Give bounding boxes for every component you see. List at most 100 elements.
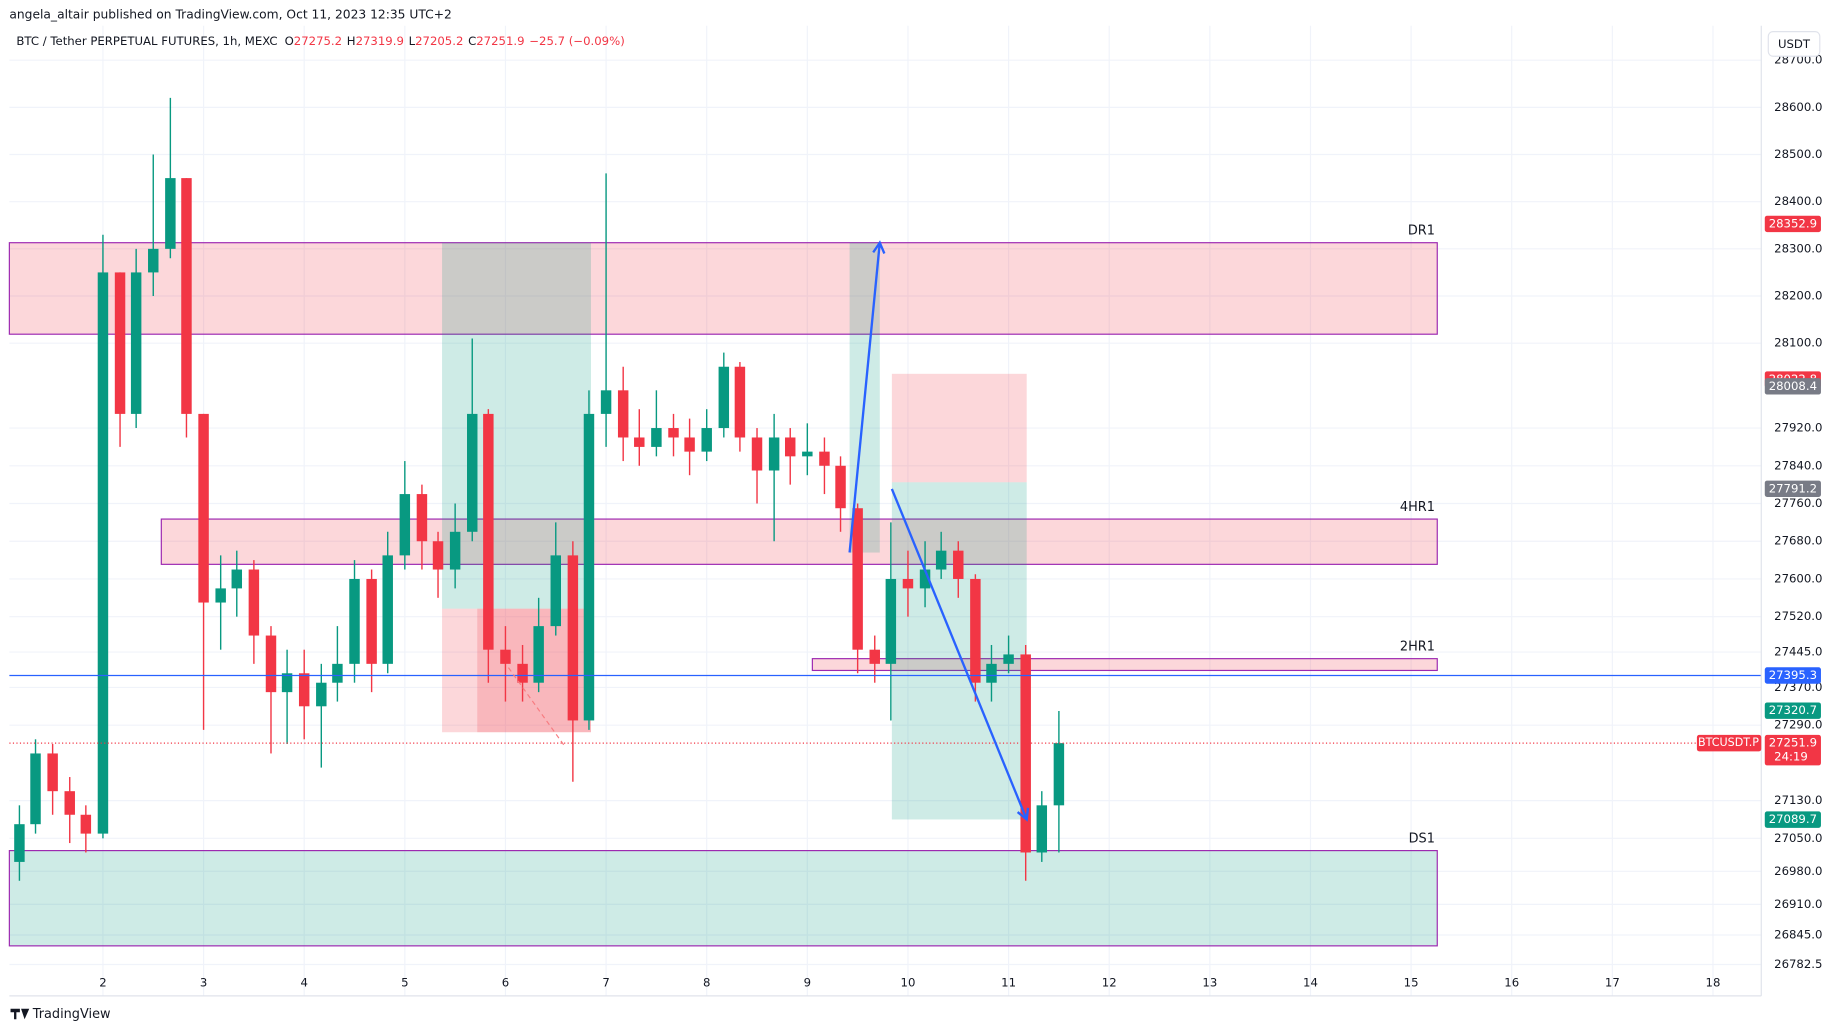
candle-body <box>784 437 796 457</box>
x-tick-label: 12 <box>1102 975 1117 989</box>
candle-body <box>935 550 947 570</box>
y-tick-label: 26910.0 <box>1774 897 1822 911</box>
candle-body <box>416 494 428 542</box>
candle-body <box>181 178 192 414</box>
x-tick-label: 18 <box>1706 975 1721 989</box>
overlay <box>9 240 1762 822</box>
y-tick-label: 28500.0 <box>1774 147 1822 161</box>
change: −25.7 (−0.09%) <box>529 34 625 48</box>
x-tick-label: 14 <box>1303 975 1318 989</box>
y-tick-label: 27600.0 <box>1774 571 1822 585</box>
candle-body <box>130 272 142 414</box>
price-badge <box>1764 667 1821 684</box>
candle-body <box>684 437 695 452</box>
candle-body <box>366 578 377 664</box>
y-tick-label: 27445.0 <box>1774 645 1822 659</box>
logo-icon <box>10 1008 30 1020</box>
candle-body <box>449 531 461 570</box>
y-tick-label: 27130.0 <box>1774 793 1822 807</box>
x-tick-label: 4 <box>300 975 307 989</box>
price-badge <box>1764 215 1821 233</box>
position-box <box>442 242 591 609</box>
candle-body <box>198 413 209 603</box>
y-tick-label: 28100.0 <box>1774 336 1822 350</box>
price-badge <box>1764 378 1821 395</box>
candle-body <box>953 550 964 579</box>
grid <box>9 25 1762 996</box>
arrow-head <box>872 240 886 254</box>
candle-body <box>919 569 931 589</box>
candle-body <box>1053 743 1065 806</box>
candle-body <box>281 673 293 693</box>
price-badge <box>1764 734 1821 766</box>
x-tick-label: 9 <box>804 975 811 989</box>
symbol-header: BTC / Tether PERPETUAL FUTURES, 1h, MEXC… <box>16 34 624 48</box>
x-tick-label: 7 <box>602 975 609 989</box>
symbol: BTC / Tether PERPETUAL FUTURES, 1h, MEXC <box>16 34 277 48</box>
y-tick-label: 27290.0 <box>1774 718 1822 732</box>
brand: TradingView <box>32 1007 111 1022</box>
x-tick-label: 17 <box>1605 975 1620 989</box>
price-badge-label: 27395.3 <box>1769 668 1817 682</box>
candle-body <box>30 753 41 825</box>
ohlc-value: 27275.2 <box>294 34 342 48</box>
price-badge-label: 27089.7 <box>1769 812 1817 826</box>
ohlc-key: O <box>285 34 294 48</box>
countdown: 24:19 <box>1774 750 1808 764</box>
zone <box>811 658 1438 672</box>
price-badge-label: 28008.4 <box>1769 379 1817 393</box>
x-tick-label: 10 <box>901 975 916 989</box>
y-tick-label: 27680.0 <box>1774 534 1822 548</box>
zone-label: DS1 <box>1409 831 1435 846</box>
candle-body <box>718 366 730 429</box>
y-tick-label: 28400.0 <box>1774 194 1822 208</box>
candles <box>14 97 1065 881</box>
candle-body <box>14 824 25 862</box>
candle-body <box>47 753 58 792</box>
zone <box>8 242 1438 335</box>
candle-body <box>248 569 260 636</box>
candle-body <box>583 413 595 721</box>
x-tick-label: 8 <box>703 975 710 989</box>
price-badge <box>1764 702 1821 719</box>
candle-body <box>215 588 226 603</box>
zone <box>8 850 1438 947</box>
candle-body <box>835 465 846 509</box>
zone-label: DR1 <box>1408 223 1435 238</box>
candle-body <box>617 390 629 438</box>
currency-button[interactable] <box>1767 31 1821 57</box>
zone-label: 2HR1 <box>1400 639 1435 654</box>
y-tick-label: 26845.0 <box>1774 928 1822 942</box>
candle-body <box>970 578 981 683</box>
candle-body <box>165 178 176 249</box>
x-tick-label: 6 <box>502 975 509 989</box>
ohlc-value: 27319.9 <box>356 34 404 48</box>
symbol-tag-bg <box>1696 734 1762 752</box>
candle-body <box>802 451 813 457</box>
price-badge <box>1764 811 1821 828</box>
candle-body <box>1003 654 1014 664</box>
candle-body <box>600 390 612 414</box>
currency[interactable]: USDT <box>1778 37 1811 51</box>
candle-body <box>399 494 411 556</box>
candle-body <box>885 578 897 664</box>
y-tick-label: 28300.0 <box>1774 241 1822 255</box>
arrow-head <box>1016 807 1030 822</box>
candle-body <box>64 791 75 815</box>
x-tick-label: 11 <box>1001 975 1016 989</box>
y-tick-label: 28600.0 <box>1774 100 1822 114</box>
candle-body <box>734 366 746 438</box>
y-tick-label: 27520.0 <box>1774 609 1822 623</box>
candle-body <box>231 569 243 589</box>
x-tick-label: 15 <box>1404 975 1419 989</box>
candle-body <box>701 428 712 452</box>
arrow <box>848 242 881 553</box>
candle-body <box>97 272 109 834</box>
candle-body <box>852 508 863 650</box>
ohlc-value: 27251.9 <box>476 34 524 48</box>
candle-body <box>651 428 662 447</box>
candle-body <box>668 428 679 438</box>
candle-body <box>869 649 880 664</box>
position-box <box>891 373 1027 483</box>
